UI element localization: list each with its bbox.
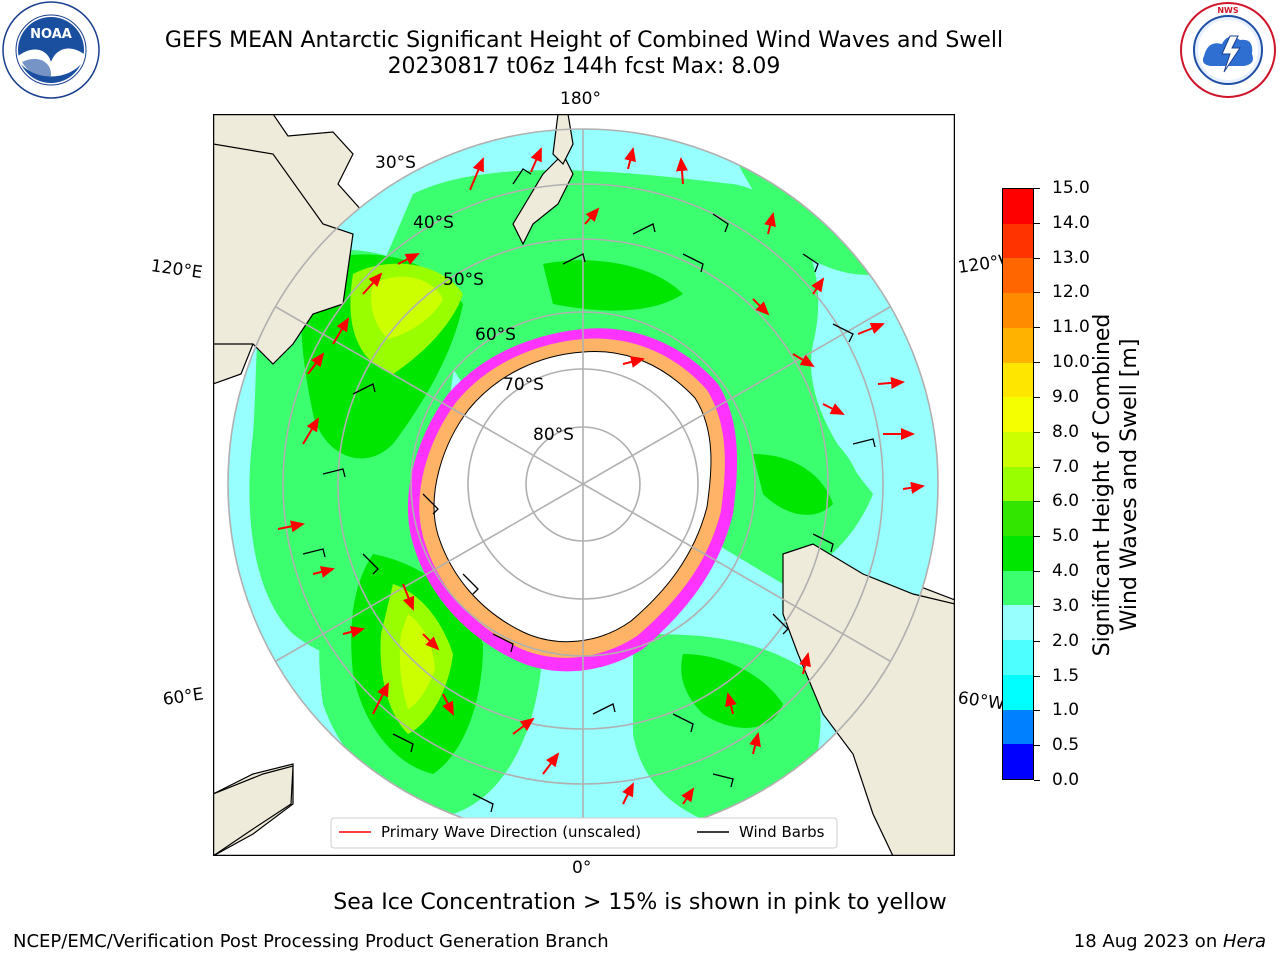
footer-branch: NCEP/EMC/Verification Post Processing Pr…	[13, 931, 609, 952]
land-inner	[214, 115, 954, 855]
colorbar-segment	[1003, 501, 1033, 537]
colorbar	[1002, 188, 1034, 780]
colorbar-tick-mark	[1034, 536, 1040, 538]
colorbar-segment	[1003, 536, 1033, 571]
nws-logo: NWS	[1180, 2, 1276, 98]
wave-arrows	[277, 147, 925, 805]
colorbar-tick-label: 3.0	[1052, 595, 1080, 616]
colorbar-tick-mark	[1034, 605, 1040, 607]
lon-180: 180°	[560, 89, 601, 109]
svg-text:NWS: NWS	[1217, 6, 1239, 15]
footer-machine: Hera	[1222, 931, 1266, 952]
map-subtitle: 20230817 t06z 144h fcst Max: 8.09	[387, 54, 781, 79]
colorbar-tick-mark	[1034, 710, 1040, 712]
colorbar-tick-label: 0.0	[1052, 770, 1080, 790]
colorbar-tick-mark	[1034, 222, 1040, 224]
lat-labels: 30°S 40°S 50°S 60°S 70°S 80°S	[375, 153, 574, 445]
lon-60w: 60°W	[956, 688, 1006, 715]
colorbar-segment	[1003, 327, 1033, 363]
colorbar-tick-mark	[1034, 571, 1040, 573]
colorbar-tick-label: 14.0	[1052, 212, 1090, 233]
colorbar-segment	[1003, 431, 1033, 467]
sea-ice-note: Sea Ice Concentration > 15% is shown in …	[333, 890, 947, 915]
colorbar-segment	[1003, 223, 1033, 259]
colorbar-tick-label: 2.0	[1052, 630, 1080, 651]
colorbar-tick-label: 5.0	[1052, 526, 1080, 547]
colorbar-segment	[1003, 293, 1033, 328]
colorbar-tick-mark	[1034, 292, 1040, 294]
map-title: GEFS MEAN Antarctic Significant Height o…	[164, 28, 1004, 53]
colorbar-tick-mark	[1034, 362, 1040, 364]
colorbar-tick-mark	[1034, 780, 1040, 781]
colorbar-tick-label: 12.0	[1052, 282, 1090, 303]
colorbar-tick-label: 10.0	[1052, 352, 1090, 373]
colorbar-segment	[1003, 744, 1033, 779]
colorbar-tick-label: 0.5	[1052, 735, 1080, 756]
lat-60s: 60°S	[475, 325, 516, 345]
colorbar-tick-label: 6.0	[1052, 491, 1080, 512]
colorbar-tick-mark	[1034, 675, 1040, 677]
colorbar-tick-mark	[1034, 745, 1040, 747]
map-legend: Primary Wave Direction (unscaled) Wind B…	[330, 817, 838, 849]
colorbar-segment	[1003, 674, 1033, 710]
graticule	[227, 128, 939, 840]
colorbar-segment	[1003, 258, 1033, 294]
colorbar-tick-label: 15.0	[1052, 178, 1090, 198]
antarctica	[433, 350, 712, 643]
colorbar-tick-label: 1.0	[1052, 700, 1080, 721]
colorbar-segment	[1003, 362, 1033, 398]
colorbar-tick-label: 8.0	[1052, 421, 1080, 442]
colorbar-tick-label: 1.5	[1052, 665, 1080, 686]
colorbar-tick-mark	[1034, 640, 1040, 642]
wind-barbs	[302, 168, 876, 813]
lat-70s: 70°S	[503, 375, 544, 395]
lat-30s: 30°S	[375, 153, 416, 173]
colorbar-ticks: 15.0 14.0 13.0 12.0 11.0 10.0 9.0 8.0 7.0 6.0 5.0 4…	[1034, 178, 1098, 792]
colorbar-tick-label: 4.0	[1052, 561, 1080, 582]
colorbar-segment	[1003, 397, 1033, 432]
colorbar-tick-mark	[1034, 257, 1040, 259]
legend-wind-barbs: Wind Barbs	[739, 823, 825, 841]
colorbar-tick-label: 13.0	[1052, 247, 1090, 268]
colorbar-tick-mark	[1034, 188, 1040, 189]
colorbar-segment	[1003, 570, 1033, 606]
colorbar-tick-label: 7.0	[1052, 456, 1080, 477]
lon-120e: 120°E	[149, 256, 204, 284]
colorbar-tick-mark	[1034, 466, 1040, 468]
lat-80s: 80°S	[533, 425, 574, 445]
colorbar-tick-mark	[1034, 501, 1040, 503]
colorbar-segment	[1003, 640, 1033, 675]
colorbar-segment	[1003, 605, 1033, 641]
colorbar-tick-label: 9.0	[1052, 386, 1080, 407]
svg-text:NOAA: NOAA	[30, 27, 72, 42]
noaa-logo: NOAA	[2, 1, 100, 99]
polar-map: 30°S 40°S 50°S 60°S 70°S 80°S	[213, 114, 955, 856]
footer-date: 18 Aug 2023 on Hera	[1073, 931, 1266, 952]
colorbar-tick-mark	[1034, 431, 1040, 433]
lon-0: 0°	[572, 858, 592, 878]
colorbar-segment	[1003, 466, 1033, 502]
legend-primary-wave: Primary Wave Direction (unscaled)	[381, 823, 641, 841]
colorbar-tick-label: 11.0	[1052, 317, 1090, 338]
colorbar-segment	[1003, 189, 1033, 224]
lon-60e: 60°E	[161, 684, 205, 710]
colorbar-tick-mark	[1034, 396, 1040, 398]
lat-50s: 50°S	[443, 270, 484, 290]
colorbar-tick-mark	[1034, 327, 1040, 329]
lat-40s: 40°S	[413, 213, 454, 233]
colorbar-segment	[1003, 709, 1033, 745]
